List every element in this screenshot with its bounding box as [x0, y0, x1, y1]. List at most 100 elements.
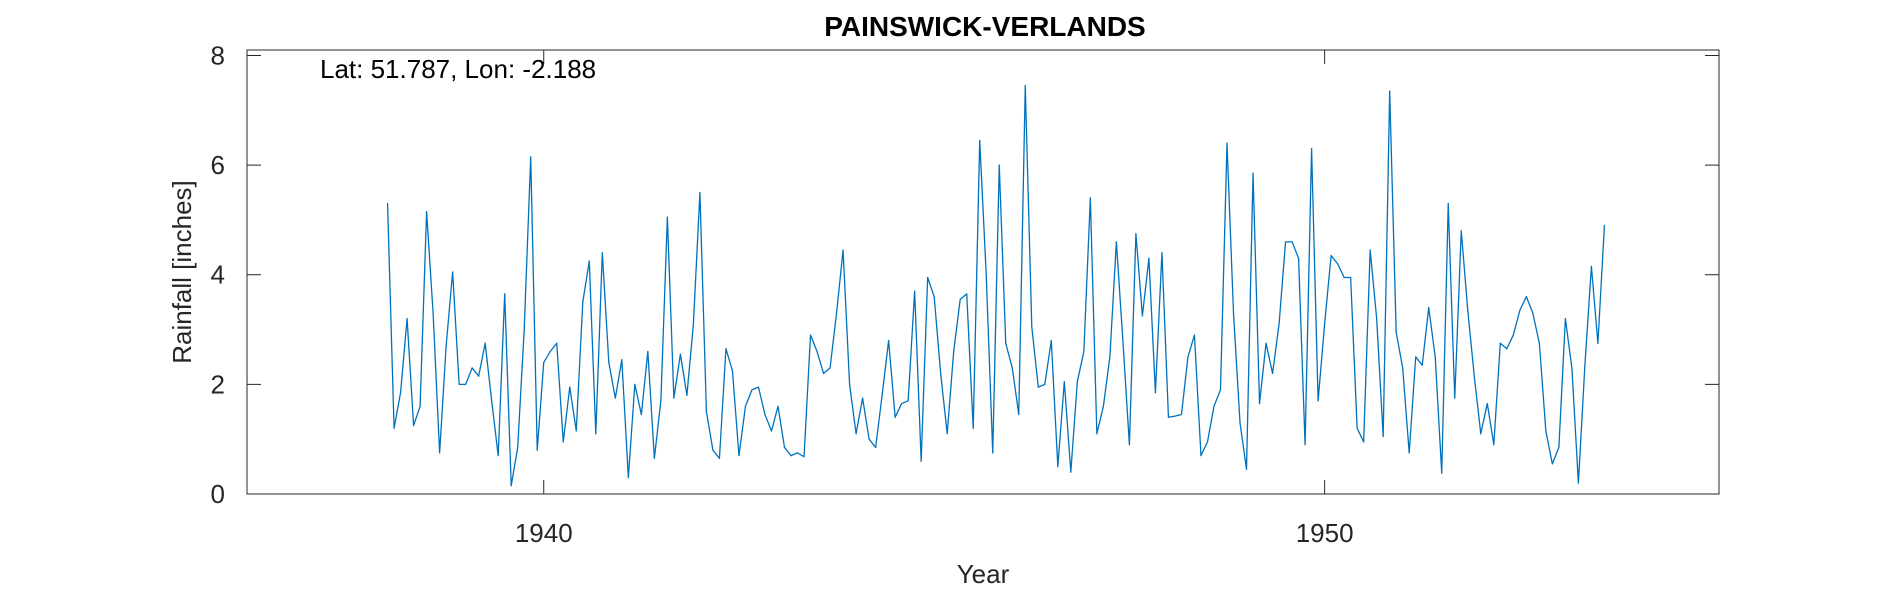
data-point-31: [588, 260, 590, 262]
data-point-175: [1525, 296, 1527, 298]
data-point-34: [608, 361, 610, 364]
data-point-145: [1330, 254, 1332, 257]
data-point-78: [894, 416, 896, 418]
data-point-186: [1597, 342, 1599, 344]
data-point-112: [1115, 241, 1117, 243]
rainfall-series-line: [386, 84, 1606, 487]
axis-ticks: [247, 50, 1719, 495]
data-point-97: [1018, 413, 1020, 416]
y-tick-label: 8: [211, 40, 225, 70]
data-point-181: [1564, 317, 1566, 320]
x-axis-label: Year: [957, 559, 1010, 589]
data-point-77: [888, 339, 890, 342]
data-point-109: [1096, 433, 1098, 435]
data-point-60: [777, 405, 779, 407]
data-point-174: [1519, 309, 1521, 311]
data-point-58: [764, 413, 766, 416]
data-point-9: [445, 345, 447, 347]
data-point-39: [640, 413, 642, 416]
data-point-125: [1200, 455, 1202, 457]
data-point-3: [406, 317, 408, 320]
data-point-128: [1219, 389, 1222, 391]
data-point-130: [1232, 312, 1235, 314]
data-point-47: [692, 323, 695, 325]
data-point-147: [1343, 276, 1345, 279]
location-annotation: Lat: 51.787, Lon: -2.188: [320, 54, 596, 84]
data-point-38: [634, 383, 636, 385]
data-point-132: [1245, 468, 1248, 470]
data-point-111: [1109, 356, 1111, 358]
data-point-133: [1252, 172, 1254, 174]
data-point-151: [1369, 249, 1371, 251]
data-point-86: [946, 433, 948, 435]
plot-area: [246, 49, 1720, 495]
data-point-17: [497, 455, 499, 457]
data-point-183: [1577, 482, 1579, 484]
data-point-140: [1297, 257, 1300, 259]
data-point-96: [1011, 367, 1013, 369]
data-point-10: [452, 271, 454, 273]
data-point-106: [1076, 381, 1078, 383]
data-point-19: [510, 485, 512, 487]
data-point-179: [1551, 463, 1553, 465]
data-point-70: [842, 249, 844, 251]
data-point-27: [562, 441, 564, 443]
data-point-129: [1226, 142, 1228, 144]
data-point-85: [940, 372, 942, 375]
data-point-169: [1486, 402, 1488, 405]
data-point-185: [1590, 265, 1592, 268]
data-point-164: [1454, 397, 1456, 399]
data-point-107: [1083, 350, 1085, 353]
data-point-144: [1324, 323, 1326, 325]
data-point-171: [1499, 342, 1501, 344]
data-point-40: [647, 350, 649, 353]
data-point-66: [816, 350, 818, 353]
data-point-69: [835, 312, 838, 314]
data-point-120: [1167, 416, 1170, 418]
data-point-149: [1356, 427, 1358, 429]
data-point-154: [1389, 90, 1391, 92]
data-point-180: [1558, 446, 1560, 449]
data-point-7: [432, 312, 434, 314]
data-point-71: [848, 383, 851, 385]
data-point-79: [901, 402, 903, 405]
data-point-139: [1291, 241, 1293, 243]
data-point-32: [595, 433, 597, 435]
y-tick-label: 6: [211, 150, 225, 180]
data-point-115: [1135, 233, 1137, 235]
data-point-56: [751, 389, 753, 391]
data-point-74: [868, 438, 870, 440]
data-point-124: [1193, 334, 1196, 336]
y-tick-label: 4: [211, 260, 225, 290]
data-point-123: [1187, 356, 1189, 358]
data-point-95: [1005, 342, 1007, 344]
data-point-67: [822, 372, 825, 375]
data-point-76: [881, 394, 883, 396]
data-point-126: [1206, 441, 1209, 443]
data-point-83: [927, 276, 929, 279]
data-point-114: [1128, 444, 1130, 446]
data-point-118: [1154, 391, 1157, 394]
data-point-36: [621, 359, 623, 361]
data-point-138: [1284, 241, 1287, 243]
data-point-136: [1271, 372, 1274, 375]
data-point-102: [1050, 339, 1052, 342]
data-point-29: [575, 430, 577, 432]
data-point-103: [1057, 465, 1059, 468]
data-point-16: [491, 400, 493, 402]
data-point-127: [1213, 405, 1215, 407]
data-point-99: [1031, 326, 1033, 328]
data-point-182: [1571, 367, 1573, 369]
data-point-166: [1467, 309, 1469, 311]
data-point-68: [829, 367, 831, 369]
data-point-50: [712, 449, 714, 451]
data-point-45: [679, 353, 681, 355]
data-point-121: [1174, 415, 1176, 417]
data-point-23: [536, 449, 538, 451]
data-point-162: [1441, 472, 1443, 474]
data-point-172: [1506, 348, 1508, 350]
data-point-63: [796, 452, 799, 454]
data-point-168: [1480, 433, 1482, 435]
data-point-4: [412, 424, 415, 427]
data-point-89: [966, 293, 968, 295]
